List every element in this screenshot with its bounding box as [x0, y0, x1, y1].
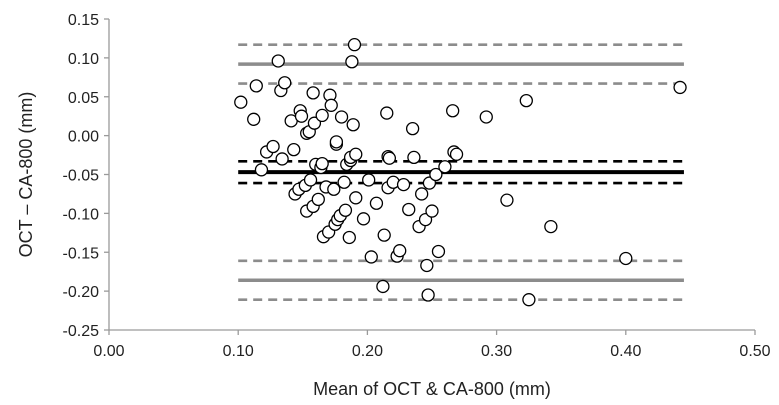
y-tick-label-3: 0.00	[68, 129, 99, 146]
y-tick-label-8: -0.25	[63, 323, 100, 340]
data-point	[364, 250, 378, 264]
x-tick-label-4: 0.40	[610, 343, 641, 360]
data-point	[356, 212, 371, 226]
data-point	[275, 152, 289, 166]
data-point	[429, 167, 443, 182]
data-point	[315, 108, 329, 123]
data-point	[266, 139, 280, 154]
data-point	[382, 151, 397, 165]
x-axis-label: Mean of OCT & CA-800 (mm)	[313, 379, 551, 399]
data-point	[380, 106, 394, 120]
data-point	[311, 192, 325, 207]
data-point	[306, 86, 320, 100]
data-point	[522, 293, 536, 307]
data-point	[544, 219, 558, 234]
y-axis-label: OCT – CA-800 (mm)	[16, 92, 36, 258]
data-point	[278, 76, 292, 90]
data-point	[346, 118, 360, 132]
data-point	[347, 38, 362, 52]
data-point	[619, 251, 633, 266]
axes	[104, 18, 756, 335]
x-tick-label-2: 0.20	[352, 343, 383, 360]
data-point	[315, 156, 329, 171]
data-point	[349, 147, 363, 161]
data-point	[307, 116, 322, 130]
data-point	[415, 187, 429, 201]
data-point	[342, 230, 356, 245]
data-point	[446, 104, 460, 118]
data-points	[234, 38, 687, 307]
data-point	[500, 193, 514, 207]
x-tick-label-5: 0.50	[739, 343, 770, 360]
y-tick-label-7: -0.20	[63, 284, 100, 301]
data-point	[438, 160, 452, 174]
data-point	[425, 204, 439, 218]
data-point	[407, 150, 421, 165]
data-point	[405, 121, 420, 136]
data-point	[247, 112, 261, 126]
x-tick-label-1: 0.10	[223, 343, 254, 360]
data-point	[294, 109, 309, 123]
y-tick-label-6: -0.15	[63, 245, 100, 262]
data-point	[303, 173, 318, 187]
data-point	[271, 54, 285, 68]
x-tick-label-3: 0.30	[481, 343, 512, 360]
data-point	[334, 110, 349, 124]
data-point	[519, 93, 533, 108]
x-tick-label-0: 0.00	[93, 343, 124, 360]
data-point	[324, 98, 338, 112]
data-point	[234, 95, 248, 109]
data-point	[287, 142, 301, 157]
reference-lines	[238, 43, 684, 301]
data-point	[673, 80, 687, 95]
data-point	[431, 244, 446, 259]
data-point	[249, 79, 263, 93]
data-point	[402, 202, 416, 217]
data-point	[349, 191, 363, 205]
data-point	[479, 110, 493, 124]
data-point	[329, 135, 344, 149]
data-point	[393, 244, 407, 258]
y-tick-label-4: -0.05	[63, 168, 100, 185]
data-point	[421, 288, 435, 302]
tick-labels: 0.15 0.10 0.05 0.00 -0.05 -0.10 -0.15 -0.20 -0.2…	[63, 12, 771, 360]
y-tick-label-1: 0.10	[68, 51, 99, 68]
data-point	[369, 196, 384, 210]
y-tick-label-0: 0.15	[68, 12, 99, 29]
data-point	[362, 173, 376, 187]
data-point	[337, 175, 351, 189]
data-point	[377, 228, 391, 242]
y-tick-label-5: -0.10	[63, 206, 100, 223]
y-tick-label-2: 0.05	[68, 90, 99, 107]
data-point	[254, 163, 269, 177]
data-point	[449, 147, 464, 161]
data-point	[345, 55, 359, 69]
data-point	[327, 182, 341, 196]
data-point	[376, 279, 390, 294]
data-point	[338, 203, 353, 217]
data-point	[420, 258, 434, 273]
data-point	[396, 177, 411, 192]
